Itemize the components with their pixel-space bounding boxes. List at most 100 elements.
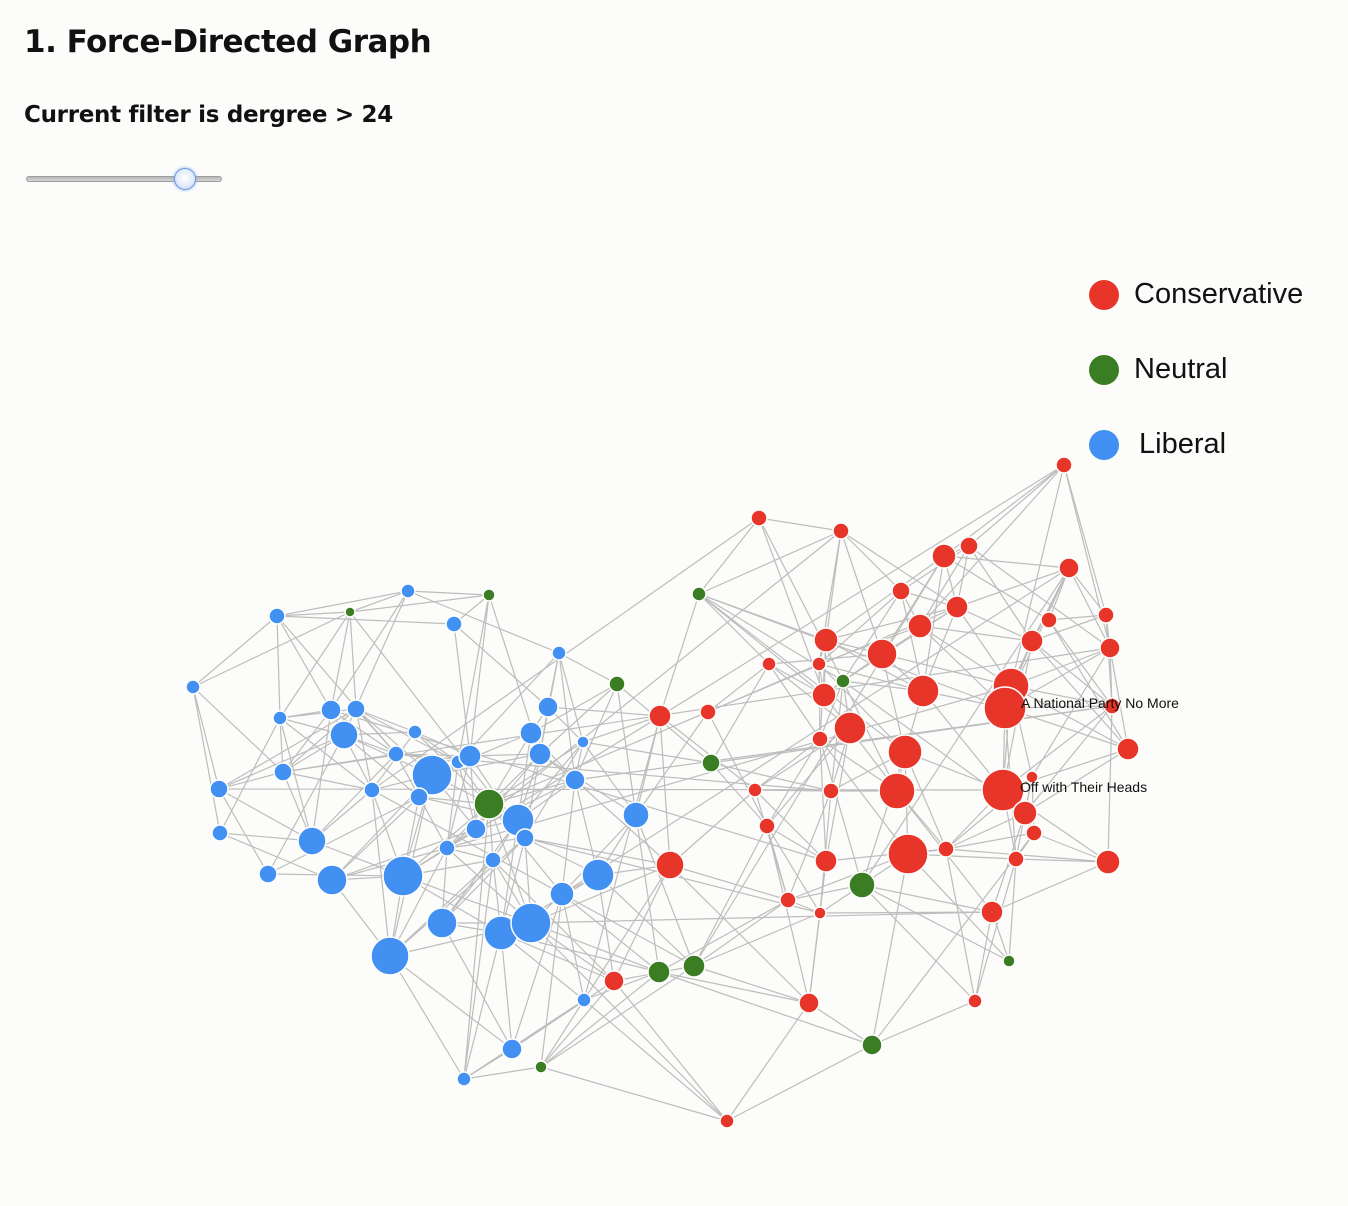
graph-node-conservative[interactable] [1040, 611, 1058, 629]
graph-node-conservative[interactable] [833, 711, 867, 745]
graph-node-liberal[interactable] [426, 907, 458, 939]
graph-node-liberal[interactable] [510, 902, 552, 944]
graph-node-liberal[interactable] [501, 1038, 523, 1060]
graph-node-neutral[interactable] [534, 1060, 548, 1074]
graph-node-liberal[interactable] [272, 710, 288, 726]
graph-node-liberal[interactable] [258, 864, 278, 884]
graph-node-neutral[interactable] [835, 673, 851, 689]
graph-node-conservative[interactable] [931, 543, 957, 569]
graph-node-conservative[interactable] [603, 970, 625, 992]
graph-node-conservative[interactable] [832, 522, 850, 540]
graph-node-liberal[interactable] [456, 1071, 472, 1087]
graph-node-conservative[interactable] [866, 638, 898, 670]
graph-node-conservative[interactable] [648, 704, 672, 728]
graph-node-conservative[interactable] [747, 782, 763, 798]
graph-node-neutral[interactable] [691, 586, 707, 602]
graph-node-conservative[interactable] [811, 730, 829, 748]
graph-node-liberal[interactable] [484, 851, 502, 869]
graph-node-liberal[interactable] [329, 720, 359, 750]
graph-node-liberal[interactable] [211, 824, 229, 842]
graph-node-liberal[interactable] [515, 828, 535, 848]
graph-node-conservative[interactable] [779, 891, 797, 909]
graph-node-conservative[interactable] [945, 595, 969, 619]
graph-node-conservative[interactable] [811, 682, 837, 708]
graph-node-conservative[interactable] [981, 768, 1025, 812]
graph-node-neutral[interactable] [848, 871, 876, 899]
graph-node-neutral[interactable] [861, 1034, 883, 1056]
graph-node-conservative[interactable] [937, 840, 955, 858]
graph-node-liberal[interactable] [363, 781, 381, 799]
graph-node-liberal[interactable] [564, 769, 586, 791]
graph-node-conservative[interactable] [813, 627, 839, 653]
graph-node-liberal[interactable] [528, 742, 552, 766]
graph-node-neutral[interactable] [701, 753, 721, 773]
graph-node-liberal[interactable] [576, 992, 592, 1008]
graph-node-liberal[interactable] [346, 699, 366, 719]
graph-node-conservative[interactable] [906, 674, 940, 708]
graph-node-conservative[interactable] [980, 900, 1004, 924]
graph-node-conservative[interactable] [983, 686, 1027, 730]
graph-node-conservative[interactable] [1099, 637, 1121, 659]
graph-node-conservative[interactable] [967, 993, 983, 1009]
graph-node-conservative[interactable] [1020, 629, 1044, 653]
graph-node-neutral[interactable] [1002, 954, 1016, 968]
degree-filter-slider[interactable] [26, 166, 222, 192]
graph-node-liberal[interactable] [387, 745, 405, 763]
graph-node-liberal[interactable] [537, 696, 559, 718]
graph-node-conservative[interactable] [887, 833, 929, 875]
graph-node-neutral[interactable] [473, 788, 505, 820]
graph-node-liberal[interactable] [382, 855, 424, 897]
graph-node-conservative[interactable] [907, 613, 933, 639]
graph-node-conservative[interactable] [1058, 557, 1080, 579]
graph-node-liberal[interactable] [445, 615, 463, 633]
graph-node-conservative[interactable] [1025, 824, 1043, 842]
graph-node-conservative[interactable] [655, 850, 685, 880]
graph-node-conservative[interactable] [1007, 850, 1025, 868]
graph-node-liberal[interactable] [465, 818, 487, 840]
graph-node-conservative[interactable] [719, 1113, 735, 1129]
graph-node-neutral[interactable] [482, 588, 496, 602]
graph-node-liberal[interactable] [316, 864, 348, 896]
graph-node-liberal[interactable] [576, 735, 590, 749]
graph-node-conservative[interactable] [1012, 800, 1038, 826]
graph-node-neutral[interactable] [682, 954, 706, 978]
graph-node-neutral[interactable] [608, 675, 626, 693]
graph-node-liberal[interactable] [551, 645, 567, 661]
graph-node-conservative[interactable] [798, 992, 820, 1014]
graph-node-conservative[interactable] [761, 656, 777, 672]
graph-node-conservative[interactable] [1097, 606, 1115, 624]
graph-node-liberal[interactable] [273, 762, 293, 782]
graph-node-liberal[interactable] [370, 936, 410, 976]
graph-node-liberal[interactable] [438, 839, 456, 857]
graph-node-neutral[interactable] [647, 960, 671, 984]
graph-node-conservative[interactable] [750, 509, 768, 527]
graph-node-liberal[interactable] [549, 881, 575, 907]
graph-node-liberal[interactable] [185, 679, 201, 695]
graph-node-conservative[interactable] [758, 817, 776, 835]
graph-node-conservative[interactable] [814, 849, 838, 873]
graph-node-liberal[interactable] [622, 801, 650, 829]
graph-node-liberal[interactable] [400, 583, 416, 599]
graph-node-conservative[interactable] [887, 734, 923, 770]
graph-node-liberal[interactable] [209, 779, 229, 799]
graph-node-liberal[interactable] [458, 744, 482, 768]
graph-node-conservative[interactable] [811, 656, 827, 672]
graph-node-conservative[interactable] [822, 782, 840, 800]
graph-node-conservative[interactable] [1055, 456, 1073, 474]
graph-node-conservative[interactable] [1103, 697, 1121, 715]
graph-node-conservative[interactable] [699, 703, 717, 721]
graph-node-conservative[interactable] [891, 581, 911, 601]
graph-node-liberal[interactable] [407, 724, 423, 740]
graph-node-conservative[interactable] [1025, 770, 1039, 784]
graph-node-conservative[interactable] [813, 906, 827, 920]
graph-node-conservative[interactable] [878, 772, 916, 810]
graph-node-liberal[interactable] [581, 858, 615, 892]
graph-node-conservative[interactable] [1095, 849, 1121, 875]
graph-node-liberal[interactable] [320, 699, 342, 721]
graph-node-liberal[interactable] [519, 721, 543, 745]
graph-node-conservative[interactable] [959, 536, 979, 556]
graph-node-liberal[interactable] [409, 787, 429, 807]
graph-node-neutral[interactable] [344, 606, 356, 618]
graph-node-liberal[interactable] [411, 754, 453, 796]
graph-node-liberal[interactable] [297, 826, 327, 856]
